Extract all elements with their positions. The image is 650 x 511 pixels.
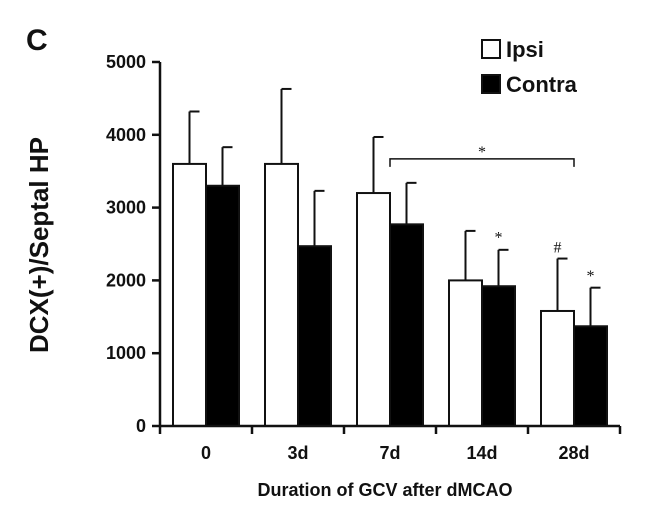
x-tick-label: 28d — [558, 443, 589, 463]
annotations-layer: * * # * — [389, 144, 595, 285]
y-tick-label: 0 — [136, 416, 146, 436]
legend-swatch-ipsi — [481, 39, 501, 59]
y-axis: 0 1000 2000 3000 4000 5000 — [106, 52, 162, 436]
y-tick-label: 4000 — [106, 125, 146, 145]
significance-bracket — [389, 158, 575, 167]
legend-label-ipsi: Ipsi — [506, 37, 544, 62]
x-tick-label: 0 — [201, 443, 211, 463]
significance-marker: * — [495, 230, 503, 247]
bar-contra-14d — [481, 285, 516, 427]
bar-contra-3d — [297, 245, 332, 427]
x-tick-label: 14d — [466, 443, 497, 463]
legend: Ipsi Contra — [481, 37, 578, 97]
legend-label-contra: Contra — [506, 72, 578, 97]
y-tick-label: 2000 — [106, 270, 146, 290]
x-tick-label: 3d — [287, 443, 308, 463]
bar-ipsi-0 — [172, 162, 207, 427]
significance-marker: * — [587, 268, 595, 285]
panel-label: C — [26, 24, 48, 57]
bar-ipsi-14d — [448, 279, 483, 427]
bars-layer — [172, 162, 608, 428]
y-tick-label: 3000 — [106, 198, 146, 218]
significance-marker: # — [554, 240, 562, 257]
y-axis-label: DCX(+)/Septal HP — [24, 137, 54, 353]
bar-contra-0 — [205, 184, 240, 427]
y-tick-label: 1000 — [106, 343, 146, 363]
bar-contra-28d — [573, 325, 608, 428]
significance-marker: * — [478, 144, 486, 161]
bar-ipsi-7d — [356, 192, 391, 427]
x-axis-label: Duration of GCV after dMCAO — [258, 480, 513, 500]
bar-contra-7d — [389, 223, 424, 427]
y-tick-label: 5000 — [106, 52, 146, 72]
bar-ipsi-3d — [264, 162, 299, 427]
x-axis: 0 3d 7d 14d 28d — [158, 424, 622, 463]
bar-ipsi-28d — [540, 309, 575, 428]
error-bars-layer — [188, 87, 601, 327]
legend-swatch-contra — [481, 74, 501, 94]
x-tick-label: 7d — [379, 443, 400, 463]
